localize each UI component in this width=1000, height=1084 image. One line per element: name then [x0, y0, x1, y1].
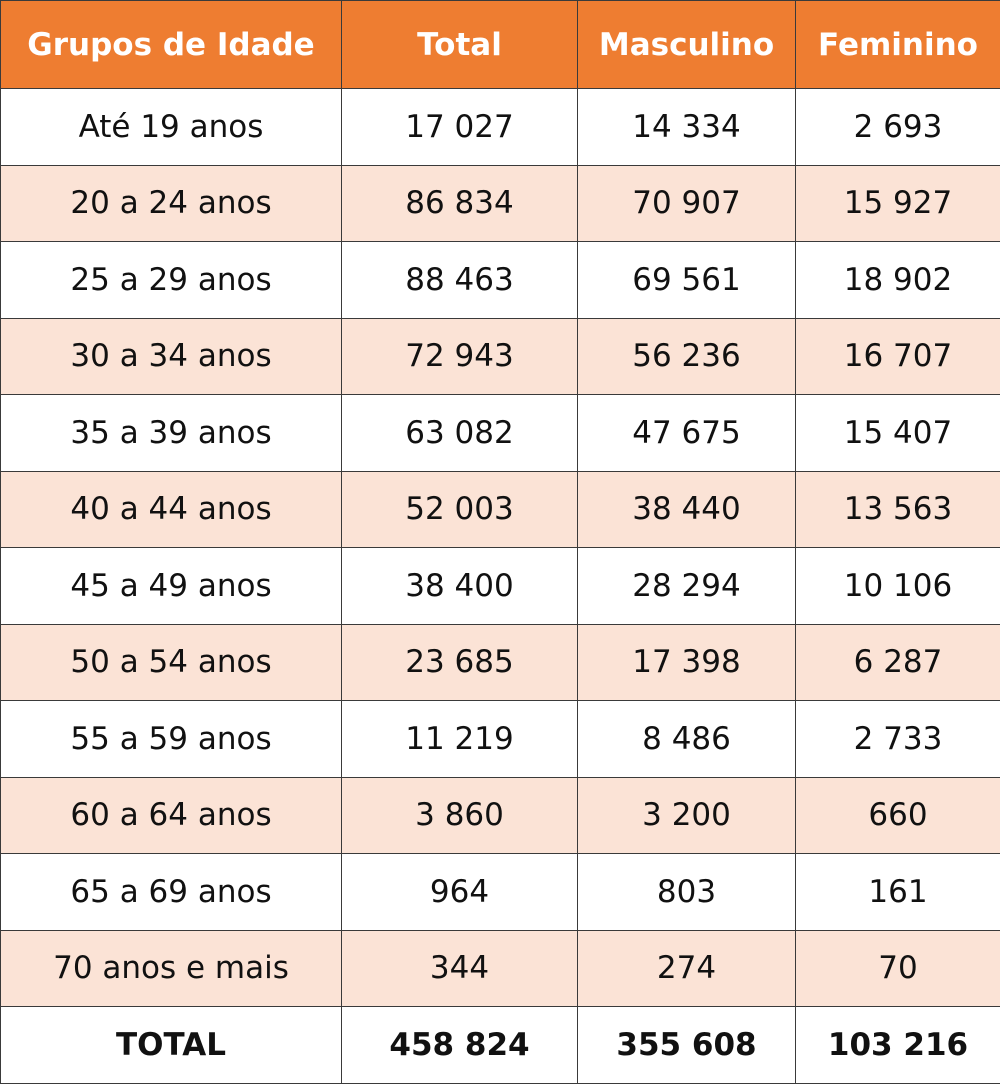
female-cell: 10 106 — [796, 548, 1000, 625]
male-cell: 28 294 — [578, 548, 796, 625]
female-cell: 70 — [796, 930, 1000, 1007]
age-group-cell: 70 anos e mais — [1, 930, 342, 1007]
male-cell: 274 — [578, 930, 796, 1007]
female-cell: 2 693 — [796, 89, 1000, 166]
male-cell: 3 200 — [578, 777, 796, 854]
age-group-cell: 25 a 29 anos — [1, 242, 342, 319]
total-cell: 38 400 — [342, 548, 578, 625]
female-cell: 2 733 — [796, 701, 1000, 778]
total-cell: 11 219 — [342, 701, 578, 778]
male-cell: 56 236 — [578, 318, 796, 395]
age-group-cell: 60 a 64 anos — [1, 777, 342, 854]
column-header-female: Feminino — [796, 1, 1000, 89]
female-cell: 15 407 — [796, 395, 1000, 472]
total-row: TOTAL 458 824 355 608 103 216 — [1, 1007, 1000, 1084]
age-group-cell: 45 a 49 anos — [1, 548, 342, 625]
total-cell: 17 027 — [342, 89, 578, 166]
female-cell: 660 — [796, 777, 1000, 854]
age-group-cell: Até 19 anos — [1, 89, 342, 166]
column-header-male: Masculino — [578, 1, 796, 89]
female-cell: 15 927 — [796, 165, 1000, 242]
age-group-cell: 55 a 59 anos — [1, 701, 342, 778]
age-group-cell: 30 a 34 anos — [1, 318, 342, 395]
male-cell: 17 398 — [578, 624, 796, 701]
age-group-cell: 40 a 44 anos — [1, 471, 342, 548]
total-cell: 72 943 — [342, 318, 578, 395]
total-cell: 344 — [342, 930, 578, 1007]
total-cell: 52 003 — [342, 471, 578, 548]
male-cell: 38 440 — [578, 471, 796, 548]
total-value-male: 355 608 — [578, 1007, 796, 1084]
total-cell: 964 — [342, 854, 578, 931]
male-cell: 803 — [578, 854, 796, 931]
total-value-total: 458 824 — [342, 1007, 578, 1084]
total-label: TOTAL — [1, 1007, 342, 1084]
age-group-cell: 50 a 54 anos — [1, 624, 342, 701]
total-cell: 86 834 — [342, 165, 578, 242]
female-cell: 16 707 — [796, 318, 1000, 395]
female-cell: 161 — [796, 854, 1000, 931]
total-cell: 63 082 — [342, 395, 578, 472]
male-cell: 8 486 — [578, 701, 796, 778]
age-group-cell: 65 a 69 anos — [1, 854, 342, 931]
total-value-female: 103 216 — [796, 1007, 1000, 1084]
female-cell: 18 902 — [796, 242, 1000, 319]
male-cell: 69 561 — [578, 242, 796, 319]
age-group-cell: 20 a 24 anos — [1, 165, 342, 242]
column-header-total: Total — [342, 1, 578, 89]
male-cell: 14 334 — [578, 89, 796, 166]
total-cell: 23 685 — [342, 624, 578, 701]
male-cell: 47 675 — [578, 395, 796, 472]
male-cell: 70 907 — [578, 165, 796, 242]
header-row: Grupos de Idade Total Masculino Feminino — [1, 1, 1000, 89]
total-cell: 88 463 — [342, 242, 578, 319]
female-cell: 6 287 — [796, 624, 1000, 701]
total-cell: 3 860 — [342, 777, 578, 854]
age-group-cell: 35 a 39 anos — [1, 395, 342, 472]
female-cell: 13 563 — [796, 471, 1000, 548]
column-header-age-group: Grupos de Idade — [1, 1, 342, 89]
